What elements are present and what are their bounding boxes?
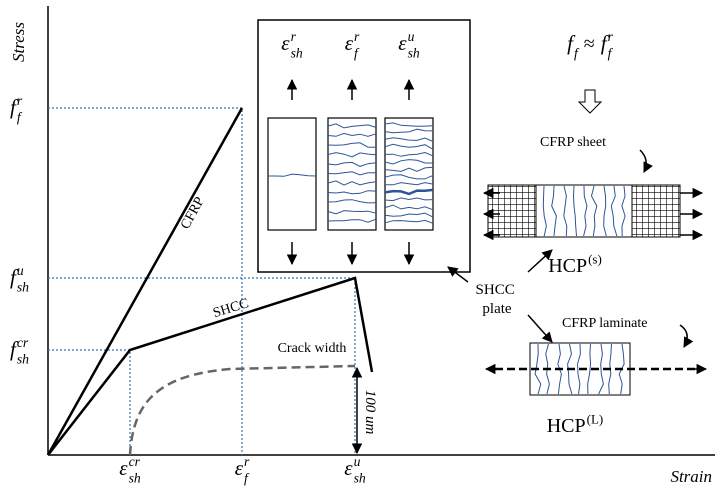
math-sup: u bbox=[408, 29, 415, 44]
math-sub: sh bbox=[17, 279, 29, 294]
math-sup: cr bbox=[129, 454, 141, 469]
math-sub: sh bbox=[354, 470, 366, 485]
crack-width-label: Crack width bbox=[278, 341, 347, 356]
plate-label-line: SHCC bbox=[476, 282, 515, 298]
x-axis-label: Strain bbox=[670, 467, 712, 486]
laminate-label: CFRP laminate bbox=[562, 316, 647, 331]
y-axis-label: Stress bbox=[9, 22, 28, 62]
math-base: ε bbox=[119, 456, 128, 480]
plate-label-line: plate bbox=[482, 301, 511, 317]
math-sup: u bbox=[17, 263, 24, 278]
math-base: HCP bbox=[547, 415, 586, 437]
math-sup: u bbox=[354, 454, 361, 469]
math-label: HCP(L) bbox=[547, 412, 604, 437]
math-sub: f bbox=[17, 109, 23, 124]
hollow-arrow bbox=[579, 90, 601, 113]
math-label: HCP(s) bbox=[548, 252, 602, 277]
math-sup: r bbox=[291, 29, 297, 44]
crack-scale-label: 100 um bbox=[362, 390, 378, 435]
math-sup: r bbox=[608, 29, 614, 44]
math-base: ε bbox=[235, 456, 244, 480]
math-sub: sh bbox=[291, 45, 303, 60]
math-sub: f bbox=[244, 470, 250, 485]
cfrp-line bbox=[48, 108, 242, 455]
math-base: ε bbox=[281, 31, 290, 55]
sheet-pointer bbox=[640, 150, 646, 172]
math-sup: (L) bbox=[587, 412, 604, 427]
math-sub: f bbox=[574, 45, 580, 60]
page: 100 um CFRP SHCC Crack width Stress Stra… bbox=[0, 0, 717, 490]
math-base: ε bbox=[398, 31, 407, 55]
math-label: εshcr bbox=[119, 454, 141, 485]
laminate-pointer bbox=[680, 325, 687, 347]
math-sup: r bbox=[354, 29, 360, 44]
math-sup: r bbox=[244, 454, 250, 469]
relation-op: ≈ bbox=[584, 33, 595, 55]
sheet-right bbox=[632, 185, 680, 237]
math-sup: cr bbox=[17, 335, 29, 350]
math-base: ε bbox=[345, 31, 354, 55]
sheet-label: CFRP sheet bbox=[540, 135, 606, 150]
math-sub: f bbox=[608, 45, 614, 60]
math-sub: sh bbox=[17, 351, 29, 366]
math-sup: r bbox=[17, 93, 23, 108]
math-sup: (s) bbox=[588, 252, 602, 267]
math-sub: sh bbox=[408, 45, 420, 60]
math-base: HCP bbox=[548, 255, 587, 277]
plate-label: SHCC plate bbox=[476, 282, 519, 317]
math-sub: sh bbox=[129, 470, 141, 485]
math-base: ε bbox=[344, 456, 353, 480]
diagram: 100 um CFRP SHCC Crack width Stress Stra… bbox=[0, 0, 717, 490]
